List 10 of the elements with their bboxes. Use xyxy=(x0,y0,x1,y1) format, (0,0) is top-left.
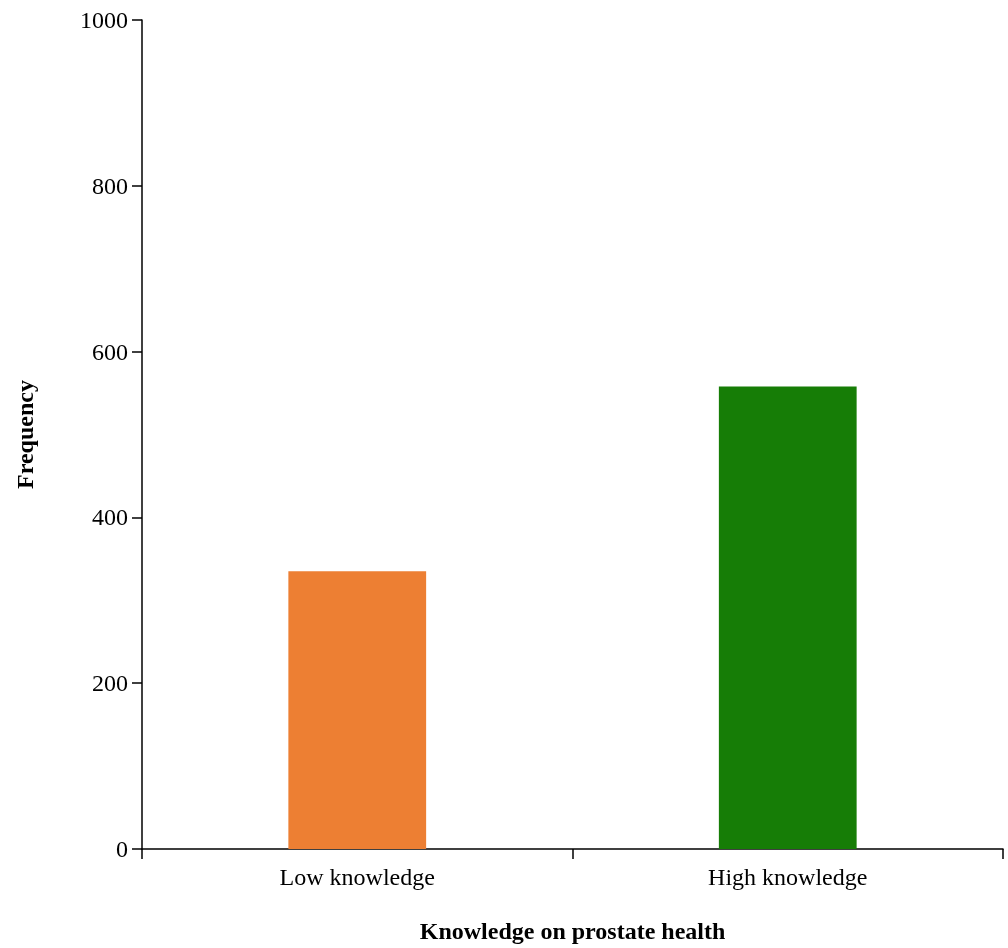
y-tick-label: 400 xyxy=(92,504,128,531)
x-tick-label: Low knowledge xyxy=(279,864,435,890)
y-tick-label: 0 xyxy=(116,836,128,862)
y-tick-label: 800 xyxy=(92,172,128,199)
y-tick-label: 600 xyxy=(92,338,128,365)
x-axis-title: Knowledge on prostate health xyxy=(419,918,726,944)
x-tick-label: High knowledge xyxy=(708,864,868,890)
y-tick-label: 200 xyxy=(92,670,128,697)
y-tick-label: 1000 xyxy=(80,7,128,33)
y-axis-title: Frequency xyxy=(12,380,38,489)
